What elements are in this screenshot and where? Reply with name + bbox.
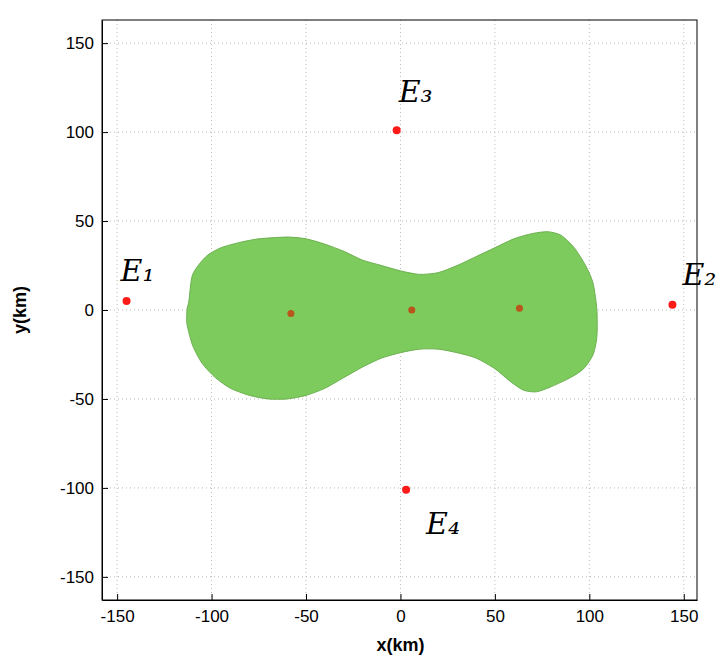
tick-label: -50	[69, 390, 94, 409]
tick-mark	[684, 594, 685, 600]
frame	[102, 20, 697, 600]
point	[516, 305, 523, 312]
tick-label: 150	[670, 607, 698, 626]
point-label: E₁	[120, 253, 155, 288]
axis: -150 -100 -50 0 50 100 150	[60, 21, 108, 601]
tick: 0	[85, 301, 108, 320]
axis-title: y(km)	[10, 286, 30, 334]
tick: 50	[486, 594, 505, 626]
grid-line	[102, 43, 697, 44]
grid-line	[683, 20, 684, 600]
point	[668, 301, 676, 309]
tick-label: 100	[576, 607, 604, 626]
tick-label: 50	[486, 607, 505, 626]
tick: -100	[195, 594, 229, 626]
tick-mark	[102, 43, 108, 44]
point-label: E₄	[425, 506, 460, 541]
tick-mark	[102, 221, 108, 222]
grid-line	[102, 487, 697, 488]
tick-label: 50	[75, 212, 94, 231]
tick-label: 100	[66, 123, 94, 142]
point-label: E₂	[681, 257, 716, 292]
plot-background	[102, 20, 697, 600]
tick-label: -100	[60, 479, 94, 498]
grid	[102, 20, 697, 600]
tick: -150	[60, 568, 108, 587]
axis-title: x(km)	[376, 635, 424, 655]
tick-mark	[495, 594, 496, 600]
grid-line	[102, 576, 697, 577]
tick-mark	[212, 594, 213, 600]
grid-line	[102, 221, 697, 222]
tick-mark	[306, 594, 307, 600]
point-label: E₃	[398, 74, 433, 109]
grid-line	[117, 20, 118, 600]
tick: -100	[60, 479, 108, 498]
point	[287, 310, 294, 317]
grid-line	[102, 398, 697, 399]
tick-mark	[589, 594, 590, 600]
marks	[123, 126, 677, 493]
tick: -150	[101, 594, 135, 626]
tick-mark	[102, 310, 108, 311]
tick: 0	[396, 594, 405, 626]
tick-label: 0	[396, 607, 405, 626]
point	[393, 126, 401, 134]
tick-label: -150	[60, 568, 94, 587]
tick-label: -50	[294, 607, 319, 626]
plot: E₁ E₂ E₃ E₄ -150 -100 -50 0 50 100 150 -150 -100 -50 0…	[60, 20, 716, 626]
chart: E₁ E₂ E₃ E₄ -150 -100 -50 0 50 100 150 -150 -100 -50 0…	[0, 0, 719, 661]
tick: 150	[670, 594, 698, 626]
tick-mark	[102, 132, 108, 133]
tick-mark	[117, 594, 118, 600]
point	[408, 307, 415, 314]
point	[402, 486, 410, 494]
tick: 100	[576, 594, 604, 626]
tick-mark	[102, 577, 108, 578]
tick: 50	[75, 212, 108, 231]
tick-mark	[400, 594, 401, 600]
body-shape	[187, 232, 598, 400]
tick-label: -150	[101, 607, 135, 626]
tick-label: 150	[66, 34, 94, 53]
tick-label: -100	[195, 607, 229, 626]
tick-mark	[102, 488, 108, 489]
point	[123, 297, 131, 305]
axis: -150 -100 -50 0 50 100 150	[101, 594, 699, 626]
tick: -50	[294, 594, 319, 626]
tick-mark	[102, 399, 108, 400]
tick-label: 0	[85, 301, 94, 320]
